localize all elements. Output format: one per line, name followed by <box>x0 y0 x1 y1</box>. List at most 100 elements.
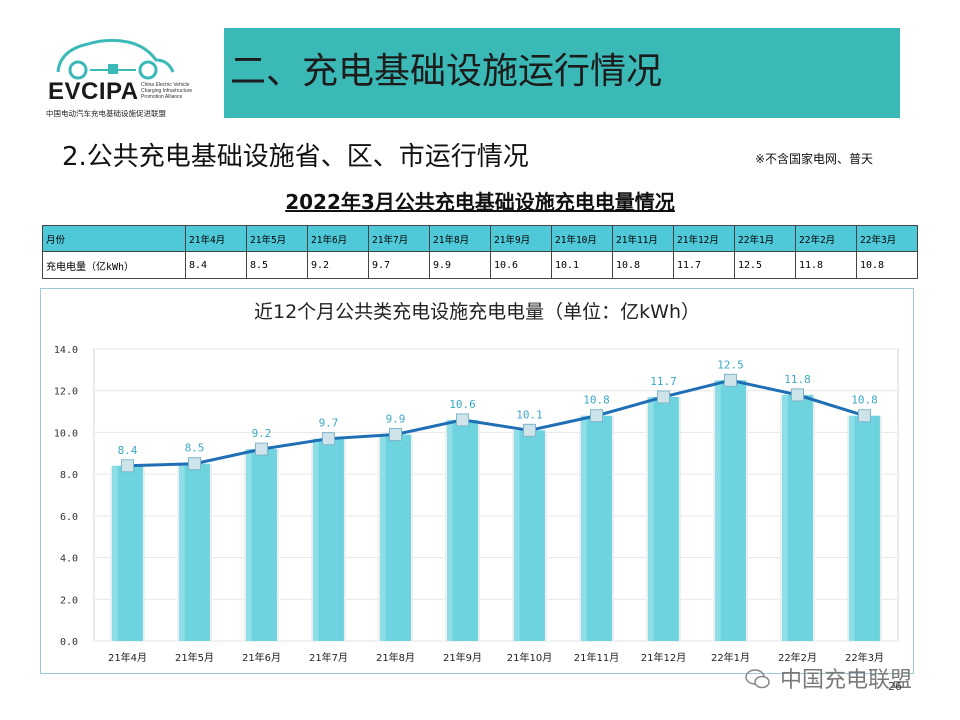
logo-text: EVCIPA <box>48 78 139 105</box>
table-cell: 11.8 <box>795 251 857 279</box>
point-marker <box>322 432 335 446</box>
chart-title: 近12个月公共类充电设施充电电量（单位：亿kWh） <box>253 301 700 323</box>
table-cell: 10.1 <box>551 251 613 279</box>
bar-highlight <box>514 430 520 641</box>
point-marker <box>724 373 737 387</box>
table-cell: 10.8 <box>612 251 674 279</box>
watermark-text: 中国充电联盟 <box>780 668 913 693</box>
data-label: 10.6 <box>449 398 476 411</box>
x-tick-label: 21年5月 <box>175 651 214 664</box>
footnote: ※不含国家电网、普天 <box>755 152 874 166</box>
table-header-cell: 21年10月 <box>551 225 613 252</box>
data-label: 11.7 <box>650 375 677 388</box>
x-tick-label: 21年4月 <box>108 651 147 664</box>
point-marker <box>188 457 201 471</box>
series-line <box>127 378 865 468</box>
point-marker <box>657 390 670 404</box>
table-row-label: 充电电量（亿kWh） <box>42 251 186 279</box>
table-cell: 12.5 <box>734 251 796 279</box>
logo-cn-name: 中国电动汽车充电基础设施促进联盟 <box>46 109 166 118</box>
x-tick-label: 21年10月 <box>507 651 552 664</box>
page-title: 二、充电基础设施运行情况 <box>230 51 663 92</box>
y-tick-label: 10.0 <box>54 428 78 439</box>
point-marker <box>255 442 268 456</box>
table-cell: 8.4 <box>185 251 247 279</box>
y-tick-label: 4.0 <box>60 554 78 565</box>
table-cell: 8.5 <box>246 251 308 279</box>
plot-area <box>93 348 899 642</box>
bar-highlight <box>581 415 587 641</box>
table-cell: 9.2 <box>307 251 369 279</box>
bar-highlight <box>112 465 118 641</box>
logo-subtitle: China Electric Vehicle Charging Infrastr… <box>141 82 193 100</box>
table-header-cell: 22年2月 <box>795 225 857 252</box>
x-tick-label: 22年1月 <box>711 651 750 664</box>
bar-highlight <box>313 438 319 641</box>
table-title: 2022年3月公共充电基础设施充电电量情况 <box>285 190 675 214</box>
point-marker <box>523 423 536 437</box>
data-label: 10.1 <box>516 408 543 421</box>
wechat-icon <box>745 669 770 689</box>
y-tick-label: 6.0 <box>60 512 78 523</box>
table-header-cell: 21年4月 <box>185 225 247 252</box>
table-header-cell: 22年1月 <box>734 225 796 252</box>
chart-container: 近12个月公共类充电设施充电电量（单位：亿kWh） 0.0 2.0 4.0 6.0 8.… <box>40 288 914 674</box>
point-marker <box>590 409 603 423</box>
page-number: 26 <box>888 680 902 693</box>
table-header-cell: 21年5月 <box>246 225 308 252</box>
table-header-cell: 21年8月 <box>429 225 491 252</box>
car-plug-logo-icon <box>56 38 175 80</box>
data-table: 月份 21年4月 21年5月 21年6月 21年7月 21年8月 21年9月 21年10月 2… <box>42 225 918 279</box>
data-label: 10.8 <box>851 394 878 407</box>
table-cell: 9.9 <box>429 251 491 279</box>
bar-highlight <box>447 419 453 641</box>
y-tick-label: 14.0 <box>54 345 78 356</box>
data-label: 11.8 <box>784 373 811 386</box>
y-tick-label: 2.0 <box>60 595 78 606</box>
table-header-row: 月份 21年4月 21年5月 21年6月 21年7月 21年8月 21年9月 21年10月 2… <box>42 225 918 252</box>
table-row: 充电电量（亿kWh） 8.4 8.5 9.2 9.7 9.9 10.6 10.1 10.8 11… <box>42 251 918 279</box>
table-header-cell: 21年7月 <box>368 225 430 252</box>
y-tick-label: 12.0 <box>54 387 78 398</box>
data-label: 9.9 <box>386 413 406 426</box>
y-tick-label: 0.0 <box>60 637 78 648</box>
point-marker <box>456 413 469 427</box>
table-cell: 9.7 <box>368 251 430 279</box>
bar-highlight <box>715 380 721 641</box>
x-tick-label: 21年12月 <box>641 651 686 664</box>
table-header-cell: 21年12月 <box>673 225 735 252</box>
point-marker <box>791 388 804 402</box>
x-tick-label: 22年2月 <box>778 651 817 664</box>
table-header-cell: 22年3月 <box>856 225 918 252</box>
y-tick-label: 8.0 <box>60 470 78 481</box>
data-label: 8.5 <box>185 442 205 455</box>
bar-line-chart: 0.0 2.0 4.0 6.0 8.0 10.0 12.0 14.0 8.4 8.5 9.2 9.7 9… <box>54 345 899 664</box>
bar-highlight <box>246 449 252 641</box>
table-header-label: 月份 <box>42 225 186 252</box>
x-tick-label: 21年7月 <box>309 651 348 664</box>
table-header-cell: 21年11月 <box>612 225 674 252</box>
data-label: 9.7 <box>319 417 339 430</box>
point-marker <box>858 409 871 423</box>
x-tick-label: 21年6月 <box>242 651 281 664</box>
data-label: 10.8 <box>583 394 610 407</box>
table-header-cell: 21年9月 <box>490 225 552 252</box>
header-bar: 二、充电基础设施运行情况 <box>224 28 900 118</box>
bar-highlight <box>648 396 654 641</box>
x-tick-label: 21年11月 <box>574 651 619 664</box>
x-tick-label: 22年3月 <box>845 651 884 664</box>
bar-highlight <box>179 463 185 641</box>
table-cell: 10.8 <box>856 251 918 279</box>
data-label: 8.4 <box>118 444 138 457</box>
x-tick-label: 21年9月 <box>443 651 482 664</box>
bar-highlight <box>782 394 788 641</box>
data-label: 9.2 <box>252 427 272 440</box>
x-tick-label: 21年8月 <box>376 651 415 664</box>
table-header-cell: 21年6月 <box>307 225 369 252</box>
data-label: 12.5 <box>717 358 744 371</box>
point-marker <box>121 459 134 473</box>
bar-highlight <box>849 415 855 641</box>
evcipa-logo: EVCIPA China Electric Vehicle Charging I… <box>38 28 208 120</box>
section-title: 2.公共充电基础设施省、区、市运行情况 <box>62 142 529 172</box>
table-cell: 10.6 <box>490 251 552 279</box>
